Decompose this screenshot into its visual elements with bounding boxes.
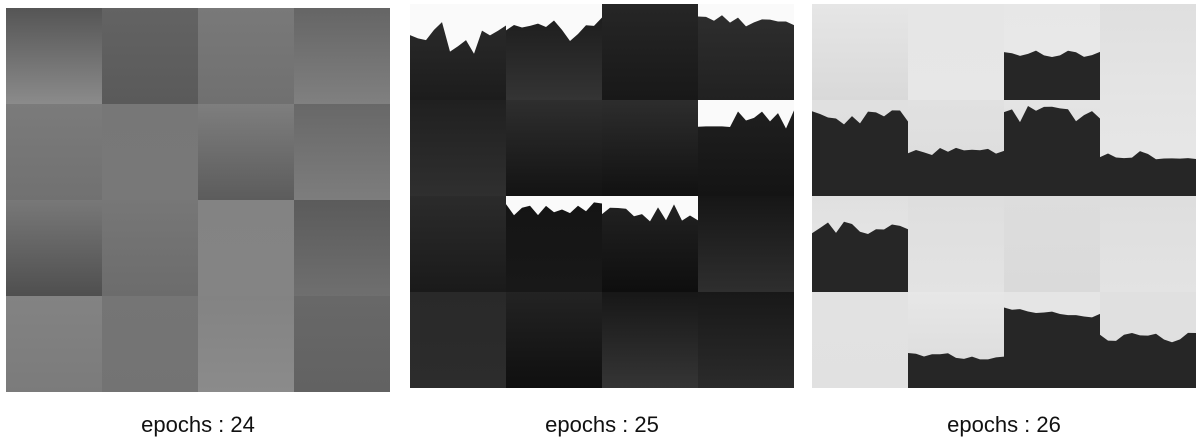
tile: [6, 200, 102, 296]
noise-patch: [602, 196, 698, 222]
tile: [294, 296, 390, 392]
tile: [908, 4, 1004, 100]
tile: [102, 200, 198, 296]
tile: [506, 292, 602, 388]
dark-region: [908, 147, 1004, 196]
tile: [602, 100, 698, 196]
caption: epochs : 24: [141, 412, 255, 437]
tile: [812, 292, 908, 388]
tile: [6, 296, 102, 392]
noise-patch: [506, 196, 602, 216]
dark-region: [812, 110, 908, 196]
tile: [102, 296, 198, 392]
dark-region: [812, 221, 908, 292]
tile: [410, 100, 506, 196]
tile: [908, 196, 1004, 292]
caption: epochs : 26: [947, 412, 1061, 437]
tile: [198, 296, 294, 392]
tile: [198, 200, 294, 296]
image-grid: [6, 8, 390, 392]
tile: [602, 4, 698, 100]
tile: [102, 104, 198, 200]
noise-patch: [698, 100, 794, 129]
tile: [294, 104, 390, 200]
dark-region: [1004, 307, 1100, 388]
noise-patch: [410, 4, 506, 54]
tile: [1004, 196, 1100, 292]
tile: [198, 104, 294, 200]
image-grid: [410, 4, 794, 388]
dark-region: [1100, 151, 1196, 196]
tile: [6, 104, 102, 200]
tile: [812, 4, 908, 100]
dark-region: [1004, 50, 1100, 100]
tile: [198, 8, 294, 104]
tile: [1100, 4, 1196, 100]
image-grid: [812, 4, 1196, 388]
dark-region: [908, 352, 1004, 388]
tile: [698, 196, 794, 292]
tile: [6, 8, 102, 104]
noise-patch: [698, 4, 794, 27]
tile: [410, 292, 506, 388]
caption: epochs : 25: [545, 412, 659, 437]
noise-patch: [506, 4, 602, 41]
tile: [102, 8, 198, 104]
dark-region: [1100, 332, 1196, 388]
tile: [506, 100, 602, 196]
tile: [1100, 196, 1196, 292]
tile: [602, 292, 698, 388]
tile: [294, 200, 390, 296]
tile: [410, 196, 506, 292]
tile: [294, 8, 390, 104]
dark-region: [1004, 105, 1100, 196]
tile: [698, 292, 794, 388]
